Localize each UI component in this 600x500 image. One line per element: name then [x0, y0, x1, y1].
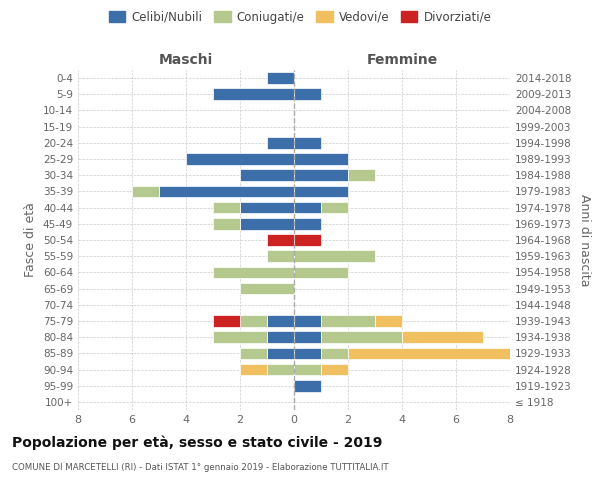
Bar — [375, 315, 402, 327]
Bar — [321, 202, 348, 213]
Bar — [267, 332, 294, 343]
Bar — [240, 202, 294, 213]
Bar — [321, 348, 348, 359]
Bar — [267, 364, 294, 376]
Bar — [294, 186, 348, 198]
Text: Femmine: Femmine — [367, 54, 437, 68]
Bar — [213, 88, 294, 100]
Bar — [267, 234, 294, 246]
Bar — [294, 88, 321, 100]
Bar — [240, 218, 294, 230]
Bar — [321, 332, 402, 343]
Bar — [213, 266, 294, 278]
Legend: Celibi/Nubili, Coniugati/e, Vedovi/e, Divorziati/e: Celibi/Nubili, Coniugati/e, Vedovi/e, Di… — [104, 6, 496, 28]
Bar — [294, 170, 348, 181]
Bar — [213, 218, 240, 230]
Text: COMUNE DI MARCETELLI (RI) - Dati ISTAT 1° gennaio 2019 - Elaborazione TUTTITALIA: COMUNE DI MARCETELLI (RI) - Dati ISTAT 1… — [12, 462, 389, 471]
Bar — [321, 364, 348, 376]
Bar — [267, 315, 294, 327]
Bar — [267, 250, 294, 262]
Bar — [240, 364, 267, 376]
Bar — [294, 380, 321, 392]
Bar — [294, 315, 321, 327]
Bar — [348, 170, 375, 181]
Bar — [294, 137, 321, 148]
Bar — [240, 282, 294, 294]
Bar — [348, 348, 510, 359]
Bar — [294, 332, 321, 343]
Bar — [267, 348, 294, 359]
Bar — [267, 137, 294, 148]
Y-axis label: Fasce di età: Fasce di età — [25, 202, 37, 278]
Bar — [159, 186, 294, 198]
Y-axis label: Anni di nascita: Anni di nascita — [578, 194, 591, 286]
Bar — [294, 202, 321, 213]
Bar — [294, 348, 321, 359]
Bar — [294, 250, 375, 262]
Bar — [213, 202, 240, 213]
Bar — [213, 315, 240, 327]
Bar — [267, 72, 294, 84]
Bar — [402, 332, 483, 343]
Text: Popolazione per età, sesso e stato civile - 2019: Popolazione per età, sesso e stato civil… — [12, 435, 382, 450]
Bar — [186, 153, 294, 165]
Bar — [321, 315, 375, 327]
Bar — [294, 218, 321, 230]
Text: Maschi: Maschi — [159, 54, 213, 68]
Bar — [240, 315, 267, 327]
Bar — [294, 153, 348, 165]
Bar — [240, 348, 267, 359]
Bar — [294, 266, 348, 278]
Bar — [240, 170, 294, 181]
Bar — [132, 186, 159, 198]
Bar — [294, 234, 321, 246]
Bar — [213, 332, 267, 343]
Bar — [294, 364, 321, 376]
